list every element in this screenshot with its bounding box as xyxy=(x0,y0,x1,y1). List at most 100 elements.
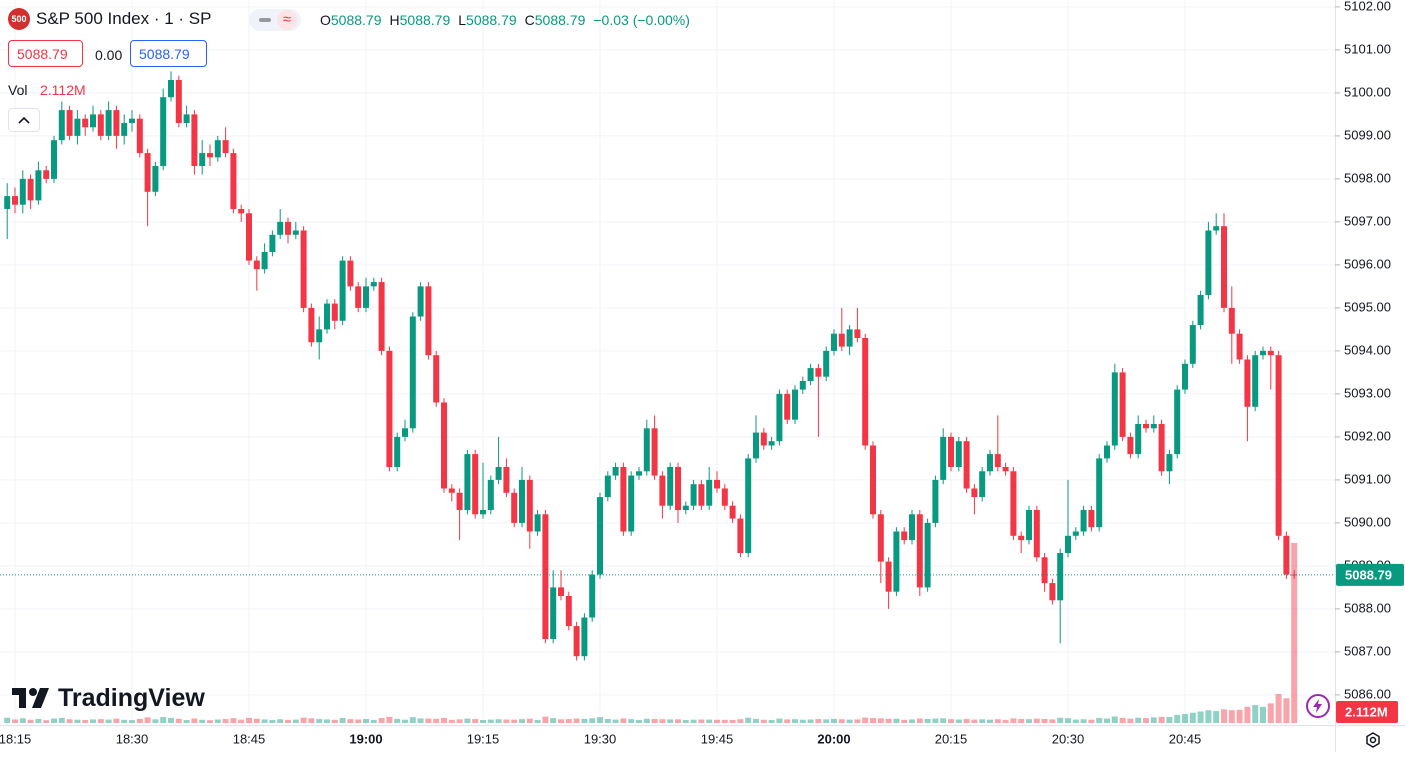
candle-body xyxy=(667,466,674,506)
volume-bar xyxy=(932,718,939,723)
volume-bar xyxy=(58,717,65,723)
volume-bar xyxy=(222,719,229,723)
volume-bar xyxy=(1182,714,1188,723)
y-tick-label: 5088.00 xyxy=(1344,600,1391,615)
ohlc-key: C xyxy=(524,12,535,28)
candle-body xyxy=(425,286,432,356)
candle-body xyxy=(97,114,104,136)
volume-bar xyxy=(433,718,440,723)
volume-bar xyxy=(1267,703,1274,723)
candle-body xyxy=(620,466,627,532)
volume-bar xyxy=(1002,719,1009,723)
candle-body xyxy=(963,441,970,489)
ohlc-value: 5088.79 xyxy=(399,12,451,28)
candle-body xyxy=(222,140,229,154)
volume-bar xyxy=(269,719,276,723)
volume-bar xyxy=(1049,719,1056,723)
candle-body xyxy=(815,368,822,377)
volume-bar xyxy=(4,717,11,723)
status-pill[interactable]: ≈ xyxy=(249,9,301,31)
candle-body xyxy=(308,307,315,343)
candle-body xyxy=(1221,226,1227,308)
candle-body xyxy=(207,153,213,158)
volume-bar xyxy=(136,718,143,723)
ohlc-value: 5088.79 xyxy=(466,12,517,28)
volume-bar xyxy=(760,719,767,723)
volume-bar xyxy=(1088,719,1095,723)
volume-bar xyxy=(1010,718,1017,723)
candle-body xyxy=(144,153,151,192)
alert-icon[interactable] xyxy=(1306,694,1330,718)
volume-bar xyxy=(558,719,564,723)
volume-bar xyxy=(347,719,354,723)
candle-body xyxy=(363,286,369,308)
candle-body xyxy=(464,454,471,510)
candle-body xyxy=(651,428,658,476)
settings-button[interactable] xyxy=(1362,730,1384,752)
candle-body xyxy=(1260,350,1266,356)
candle-body xyxy=(1205,230,1212,295)
candle-body xyxy=(129,118,135,123)
candle-body xyxy=(339,260,346,321)
volume-bar xyxy=(745,717,752,723)
volume-bar xyxy=(940,718,947,723)
volume-bar xyxy=(1197,711,1204,723)
volume-bar xyxy=(1166,717,1173,723)
volume-bar xyxy=(331,719,338,723)
volume-bar xyxy=(472,719,479,723)
data-status: ≈ xyxy=(277,10,297,30)
candle-body xyxy=(870,445,876,515)
candle-body xyxy=(597,497,603,575)
volume-bar xyxy=(425,718,432,723)
candle-body xyxy=(1033,509,1040,558)
candle-body xyxy=(745,458,752,553)
volume-bar xyxy=(877,718,884,723)
candle-body xyxy=(909,514,915,541)
volume-bar xyxy=(199,719,206,723)
volume-bar xyxy=(168,718,174,723)
candle-body xyxy=(784,393,791,420)
buy-button[interactable]: 5088.79 xyxy=(130,40,207,67)
collapse-button[interactable] xyxy=(8,108,40,132)
symbol-title[interactable]: S&P 500 Index · 1 · SP xyxy=(36,9,212,28)
candle-body xyxy=(1104,445,1110,459)
candle-body xyxy=(1244,359,1251,407)
volume-bar xyxy=(519,719,525,723)
volume-bar xyxy=(1072,719,1079,723)
volume-bar xyxy=(51,718,57,723)
volume-bar xyxy=(448,719,455,723)
brand-logo[interactable]: TradingView xyxy=(12,684,205,712)
candle-body xyxy=(347,260,354,287)
candle-body xyxy=(378,282,385,351)
last-price-label: 5088.79 xyxy=(1345,567,1392,582)
candle-body xyxy=(487,479,494,510)
y-tick-label: 5091.00 xyxy=(1344,471,1391,486)
volume-bar xyxy=(394,718,401,723)
volume-bar xyxy=(339,717,346,723)
volume-bar xyxy=(1033,718,1040,723)
x-tick-label: 19:00 xyxy=(349,731,382,746)
sell-button[interactable]: 5088.79 xyxy=(8,40,83,67)
volume-bar xyxy=(308,718,315,723)
volume-bar xyxy=(495,719,502,723)
candle-body xyxy=(269,234,276,252)
volume-bar xyxy=(1221,709,1227,723)
symbol-icon: 500 xyxy=(8,8,30,30)
candle-body xyxy=(285,221,291,235)
ohlc-value: 5088.79 xyxy=(330,12,382,28)
volume-bar xyxy=(1119,717,1126,723)
candle-body xyxy=(4,196,11,209)
y-tick-label: 5096.00 xyxy=(1344,256,1391,271)
candle-body xyxy=(885,561,892,592)
candle-body xyxy=(456,492,463,510)
candle-body xyxy=(1189,325,1196,364)
candle-body xyxy=(402,428,408,437)
chevron xyxy=(18,116,30,124)
volume-bar xyxy=(1104,718,1110,723)
candle-body xyxy=(160,97,167,166)
candle-body xyxy=(1018,535,1025,541)
volume-bar xyxy=(682,720,689,723)
volume-bar xyxy=(885,718,892,723)
candle-body xyxy=(214,140,221,158)
candle-body xyxy=(721,488,728,506)
